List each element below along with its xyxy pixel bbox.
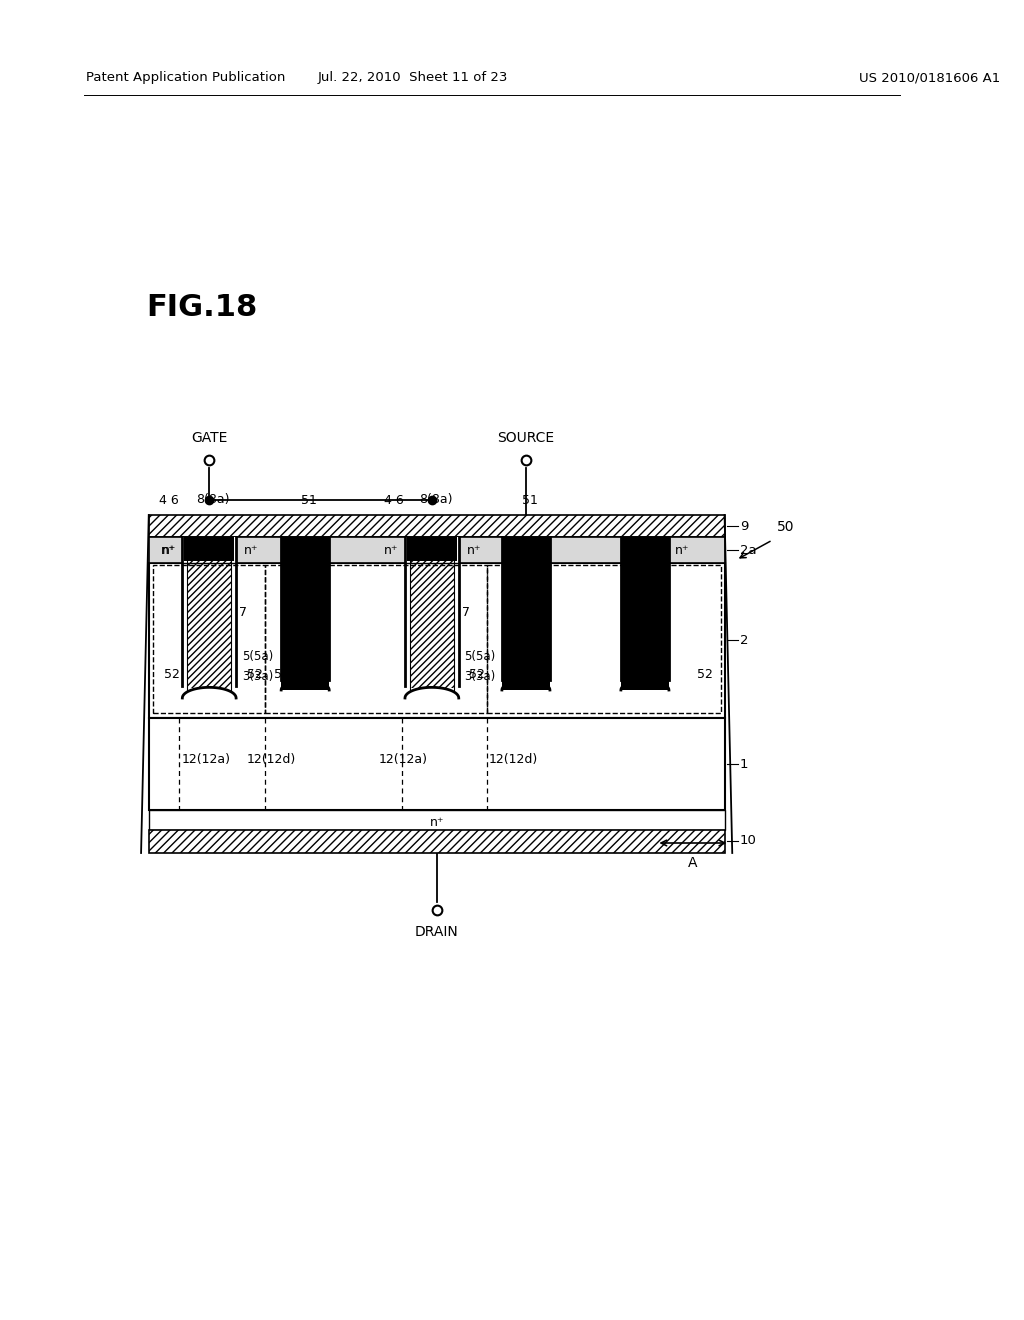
Text: 2a: 2a bbox=[740, 544, 757, 557]
Text: 12(12a): 12(12a) bbox=[379, 752, 428, 766]
Text: DRAIN: DRAIN bbox=[415, 925, 459, 939]
Bar bbox=[148, 537, 725, 564]
Bar bbox=[148, 515, 725, 537]
Text: GATE: GATE bbox=[191, 432, 227, 445]
Bar bbox=[282, 537, 329, 690]
Bar bbox=[187, 543, 231, 688]
Text: 52: 52 bbox=[469, 668, 485, 681]
Text: 50: 50 bbox=[777, 520, 795, 535]
Text: A: A bbox=[688, 855, 697, 870]
Bar bbox=[148, 830, 725, 853]
Text: US 2010/0181606 A1: US 2010/0181606 A1 bbox=[859, 71, 1000, 84]
Text: n⁺: n⁺ bbox=[244, 544, 258, 557]
Text: 8(8a): 8(8a) bbox=[197, 494, 229, 507]
Bar bbox=[184, 537, 234, 561]
Text: Patent Application Publication: Patent Application Publication bbox=[86, 71, 286, 84]
Text: n⁺: n⁺ bbox=[162, 544, 177, 557]
Text: SOURCE: SOURCE bbox=[498, 432, 554, 445]
Bar bbox=[486, 565, 721, 713]
Text: n⁺: n⁺ bbox=[466, 544, 481, 557]
Text: 51: 51 bbox=[301, 494, 317, 507]
Text: 12(12d): 12(12d) bbox=[247, 752, 296, 766]
Bar bbox=[404, 537, 459, 698]
Bar bbox=[621, 537, 669, 690]
Text: 52: 52 bbox=[697, 668, 714, 681]
Bar bbox=[148, 564, 725, 718]
Text: 9: 9 bbox=[740, 520, 749, 532]
Bar bbox=[182, 537, 237, 698]
Text: 3(3a): 3(3a) bbox=[465, 671, 496, 684]
Text: 3(3a): 3(3a) bbox=[242, 671, 273, 684]
Bar bbox=[153, 565, 265, 713]
Text: FIG.18: FIG.18 bbox=[145, 293, 257, 322]
Bar bbox=[265, 565, 486, 713]
Text: 1: 1 bbox=[740, 758, 749, 771]
Text: Jul. 22, 2010  Sheet 11 of 23: Jul. 22, 2010 Sheet 11 of 23 bbox=[317, 71, 508, 84]
Bar bbox=[410, 543, 454, 688]
Text: 7: 7 bbox=[462, 606, 470, 619]
Bar bbox=[148, 810, 725, 830]
Text: n⁺: n⁺ bbox=[384, 544, 398, 557]
Bar bbox=[502, 537, 550, 690]
Text: 52: 52 bbox=[248, 668, 263, 681]
Text: n⁺: n⁺ bbox=[675, 544, 689, 557]
Bar bbox=[148, 718, 725, 810]
Text: 7: 7 bbox=[239, 606, 247, 619]
Text: 52: 52 bbox=[274, 668, 290, 681]
Text: 8(8a): 8(8a) bbox=[419, 494, 453, 507]
Text: 12(12a): 12(12a) bbox=[182, 752, 230, 766]
Text: 5(5a): 5(5a) bbox=[465, 651, 496, 663]
Text: 52: 52 bbox=[164, 668, 180, 681]
Text: 10: 10 bbox=[740, 834, 757, 847]
Text: n⁺: n⁺ bbox=[161, 544, 176, 557]
Text: 5(5a): 5(5a) bbox=[242, 651, 273, 663]
Text: 2: 2 bbox=[740, 634, 749, 647]
Bar bbox=[407, 537, 457, 561]
Text: 12(12d): 12(12d) bbox=[488, 752, 538, 766]
Text: n⁺: n⁺ bbox=[429, 816, 444, 829]
Text: 51: 51 bbox=[522, 494, 538, 507]
Text: 4 6: 4 6 bbox=[159, 494, 179, 507]
Text: 4 6: 4 6 bbox=[384, 494, 403, 507]
